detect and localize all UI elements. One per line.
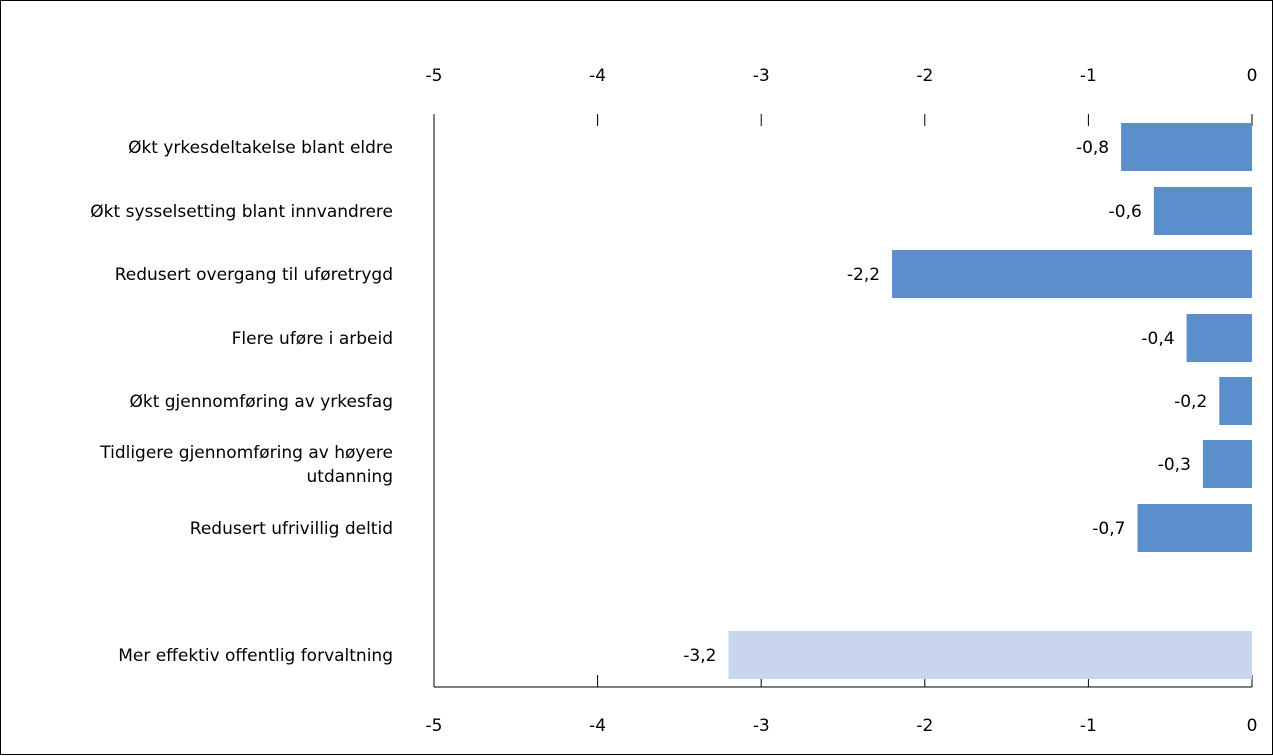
category-label: Tidligere gjennomføring av høyere utdanni… bbox=[99, 443, 393, 487]
top-tick-label: -1 bbox=[1080, 66, 1097, 86]
category-label: Økt gjennomføring av yrkesfag bbox=[129, 392, 393, 412]
category-label-line: Redusert overgang til uføretrygd bbox=[115, 265, 393, 285]
category-label-line: Økt sysselsetting blant innvandrere bbox=[90, 202, 393, 222]
bar bbox=[1121, 123, 1252, 171]
bottom-tick-label: -2 bbox=[916, 716, 933, 736]
bottom-tick-labels: -5 -4 -3 -2 -1 0 bbox=[426, 716, 1258, 736]
bar bbox=[892, 250, 1252, 298]
category-label: Flere uføre i arbeid bbox=[232, 329, 393, 349]
bar bbox=[1219, 377, 1252, 425]
category-label: Økt yrkesdeltakelse blant eldre bbox=[128, 138, 393, 158]
bar-value-label: -0,4 bbox=[1141, 329, 1174, 349]
category-label: Redusert ufrivillig deltid bbox=[190, 519, 393, 539]
bar-value-label: -0,3 bbox=[1158, 455, 1191, 475]
bar-value-label: -3,2 bbox=[683, 646, 716, 666]
category-labels: Økt yrkesdeltakelse blant eldre Økt sysse… bbox=[90, 138, 393, 666]
top-tick-label: -3 bbox=[753, 66, 770, 86]
bar-value-label: -2,2 bbox=[847, 265, 880, 285]
top-tick-label: -4 bbox=[589, 66, 606, 86]
top-tick-label: -2 bbox=[916, 66, 933, 86]
category-label: Redusert overgang til uføretrygd bbox=[115, 265, 393, 285]
category-label: Økt sysselsetting blant innvandrere bbox=[90, 202, 393, 222]
value-labels: -0,8 -0,6 -2,2 -0,4 -0,2 -0,3 -0,7 -3,2 bbox=[683, 138, 1207, 666]
bar bbox=[1186, 314, 1252, 362]
bar-value-label: -0,6 bbox=[1109, 202, 1142, 222]
bar-value-label: -0,2 bbox=[1174, 392, 1207, 412]
bottom-tick-label: -5 bbox=[426, 716, 443, 736]
bar bbox=[728, 631, 1252, 679]
category-label-line: Tidligere gjennomføring av høyere bbox=[99, 443, 393, 463]
bottom-tick-label: -3 bbox=[753, 716, 770, 736]
bottom-tick-label: 0 bbox=[1247, 716, 1258, 736]
top-tick-labels: -5 -4 -3 -2 -1 0 bbox=[426, 66, 1258, 86]
bottom-tick-label: -1 bbox=[1080, 716, 1097, 736]
category-label-line: utdanning bbox=[307, 467, 394, 487]
category-label-line: Økt gjennomføring av yrkesfag bbox=[129, 392, 393, 412]
category-label-line: Mer effektiv offentlig forvaltning bbox=[118, 646, 393, 666]
bar bbox=[1202, 440, 1252, 488]
bar-value-label: -0,8 bbox=[1076, 138, 1109, 158]
bars bbox=[728, 123, 1252, 679]
bar bbox=[1153, 187, 1252, 235]
bottom-tick-label: -4 bbox=[589, 716, 606, 736]
bar-value-label: -0,7 bbox=[1092, 519, 1125, 539]
category-label-line: Flere uføre i arbeid bbox=[232, 329, 393, 349]
top-tick-label: 0 bbox=[1247, 66, 1258, 86]
category-label-line: Økt yrkesdeltakelse blant eldre bbox=[128, 138, 393, 158]
bar bbox=[1137, 504, 1252, 552]
category-label-line: Redusert ufrivillig deltid bbox=[190, 519, 393, 539]
top-tick-label: -5 bbox=[426, 66, 443, 86]
axes bbox=[433, 114, 1253, 688]
category-label: Mer effektiv offentlig forvaltning bbox=[118, 646, 393, 666]
